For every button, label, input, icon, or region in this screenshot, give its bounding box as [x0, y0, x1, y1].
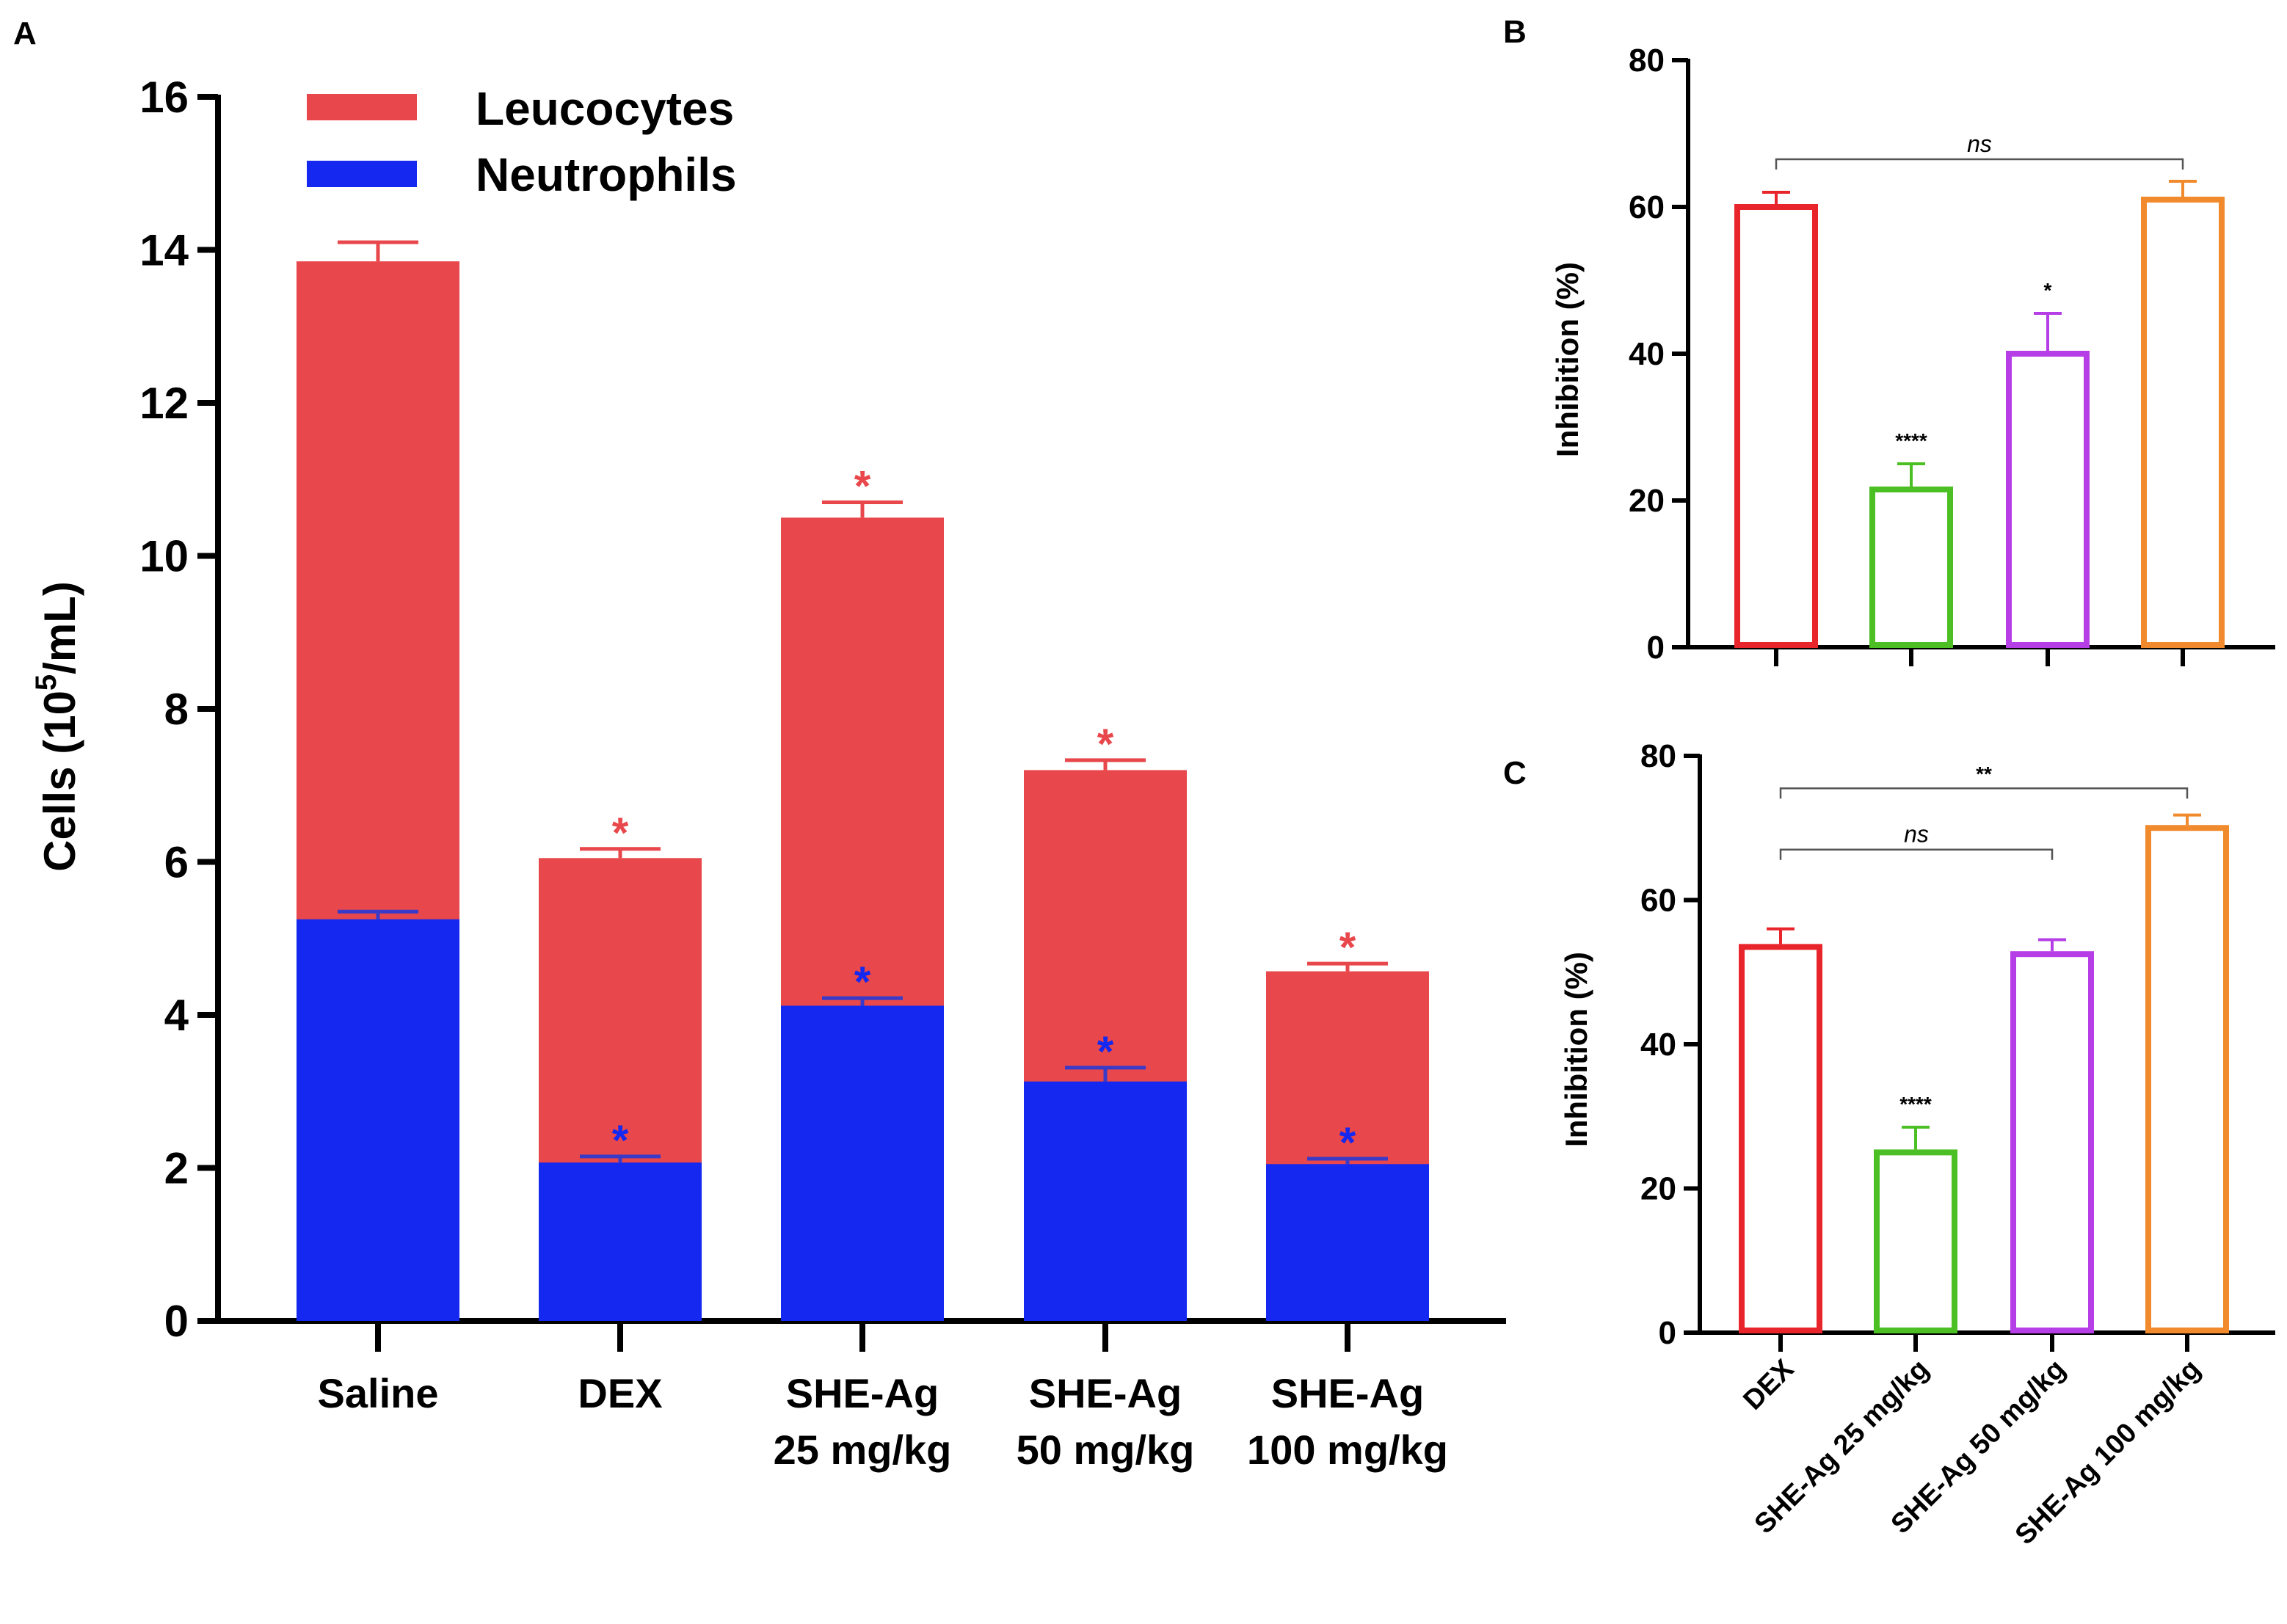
panel-a-category-label: Saline [318, 1370, 439, 1416]
panel-a-y-axis-title: Cells (105/mL) [30, 581, 84, 872]
panel-a-category-label: SHE-Ag [1029, 1370, 1182, 1416]
panel-b-y-axis-title: Inhibition (%) [1550, 262, 1585, 457]
panel-a-y-tick-label: 6 [164, 838, 189, 887]
panel-c-bar [2010, 951, 2094, 1333]
panel-c-label: C [1503, 755, 1527, 791]
panel-b-bracket-label: ns [1967, 131, 1992, 157]
leucocytes-significance-star: * [1097, 721, 1114, 768]
neutrophils-significance-star: * [1339, 1119, 1356, 1167]
panel-a-ylabel-end: /mL) [35, 581, 84, 674]
neutrophils-bar [781, 1005, 944, 1321]
neutrophils-bar [297, 919, 459, 1321]
neutrophils-bar [1024, 1081, 1187, 1321]
panel-c-y-tick-label: 20 [1640, 1171, 1676, 1207]
legend-neutrophils-label: Neutrophils [476, 148, 737, 201]
panel-c-bar [2145, 825, 2229, 1333]
panel-a-category-label: DEX [578, 1370, 662, 1416]
panel-b-y-tick-label: 20 [1629, 483, 1665, 519]
panel-c-bracket-label: ns [1904, 821, 1929, 848]
panel-b-significance-bracket [1775, 158, 2184, 170]
neutrophils-significance-star: * [1097, 1028, 1114, 1076]
panel-a-y-tick-label: 4 [164, 991, 189, 1040]
legend-neutrophils-swatch [307, 161, 417, 187]
leucocytes-significance-star: * [1339, 924, 1356, 972]
panel-c-bar [1874, 1149, 1957, 1333]
panel-c-significance-bracket [1779, 848, 2054, 860]
panel-c-y-axis-title: Inhibition (%) [1559, 952, 1593, 1147]
panel-c-y-tick-label: 60 [1640, 883, 1676, 919]
panel-c-bar [1739, 944, 1822, 1334]
panel-a-y-tick-label: 2 [164, 1144, 189, 1193]
neutrophils-significance-star: * [854, 958, 871, 1006]
panel-c-category-label: DEX [1737, 1353, 1800, 1416]
panel-a-ylabel-sup: 5 [30, 674, 62, 691]
svg-text:Cells (105/mL): Cells (105/mL) [30, 581, 84, 872]
panel-b-bar [1869, 487, 1953, 648]
panel-a-y-tick-label: 8 [164, 685, 189, 734]
panel-a-category-label: SHE-Ag [786, 1370, 939, 1416]
panel-a-y-tick-label: 12 [139, 379, 189, 428]
panel-b-bar [2141, 197, 2225, 648]
legend-leucocytes-swatch [307, 94, 417, 120]
panel-c-significance-star: **** [1899, 1093, 1932, 1115]
legend-leucocytes-label: Leucocytes [476, 82, 734, 135]
panel-a-category-label-line2: 25 mg/kg [774, 1427, 952, 1473]
panel-a-y-tick-label: 0 [164, 1297, 189, 1346]
panel-a-label: A [13, 15, 37, 51]
panel-b-label: B [1503, 14, 1527, 50]
panel-b-bar [2006, 351, 2090, 648]
panel-a-y-tick-label: 14 [139, 226, 189, 275]
leucocytes-significance-star: * [854, 463, 871, 511]
neutrophils-bar [1266, 1164, 1429, 1321]
panel-a-y-tick-label: 10 [139, 532, 189, 581]
panel-b-significance-star: **** [1895, 429, 1927, 452]
panel-b-y-tick-label: 60 [1629, 189, 1665, 225]
panel-a-y-tick-label: 16 [139, 73, 189, 122]
panel-b-y-tick-label: 80 [1629, 43, 1665, 79]
panel-b-bar [1734, 204, 1818, 648]
panel-b-y-tick-label: 40 [1629, 336, 1665, 372]
panel-c-bracket-label: ** [1976, 762, 1992, 785]
panel-c-significance-bracket [1779, 787, 2189, 799]
panel-c-y-tick-label: 0 [1659, 1315, 1676, 1351]
neutrophils-significance-star: * [612, 1117, 629, 1165]
leucocytes-significance-star: * [612, 809, 629, 857]
panel-a-ylabel-start: Cells (10 [35, 691, 84, 872]
panel-a-category-label-line2: 100 mg/kg [1247, 1427, 1448, 1473]
panel-a-category-label-line2: 50 mg/kg [1017, 1427, 1195, 1473]
panel-c-y-tick-label: 40 [1640, 1027, 1676, 1063]
panel-c-y-tick-label: 80 [1640, 738, 1676, 774]
panel-b-y-tick-label: 0 [1647, 630, 1665, 666]
panel-a-category-label: SHE-Ag [1271, 1370, 1424, 1416]
neutrophils-bar [539, 1162, 702, 1321]
panel-b-significance-star: * [2044, 279, 2052, 302]
